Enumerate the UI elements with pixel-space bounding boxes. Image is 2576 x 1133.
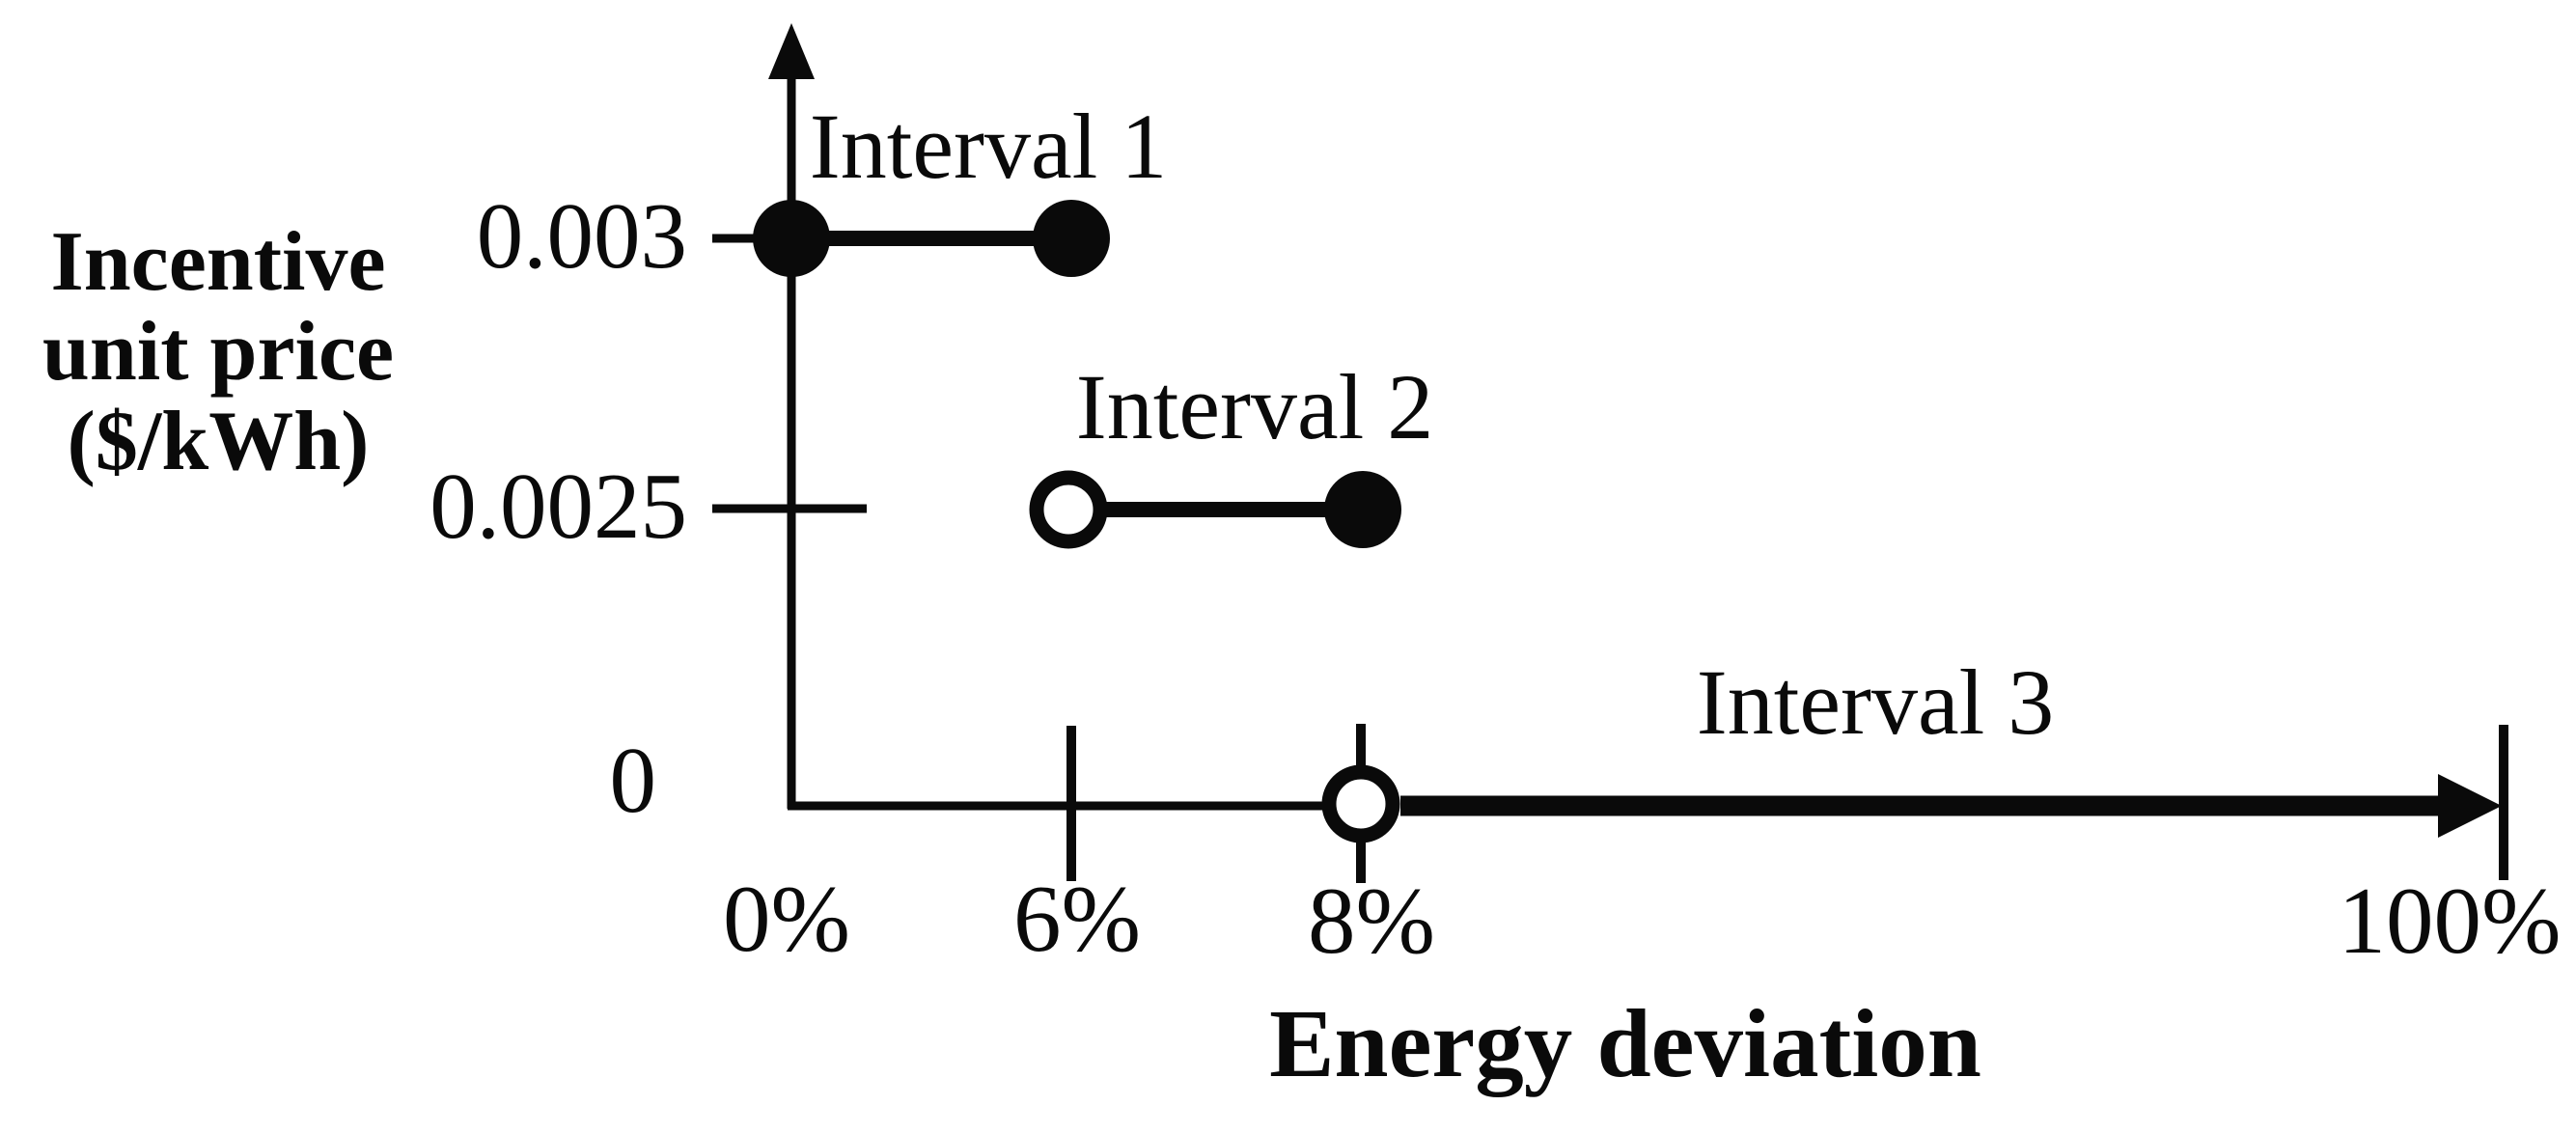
y-tick-label-0: 0	[609, 729, 657, 832]
x-tick-label-0pct: 0%	[723, 867, 850, 972]
interval2-end-filled-circle-marker	[1324, 471, 1401, 548]
x-tick-label-8pct: 8%	[1308, 869, 1435, 974]
x-axis-title: Energy deviation	[1269, 989, 1981, 1097]
y-axis-arrowhead-icon	[768, 23, 815, 79]
interval3-label: Interval 3	[1696, 650, 2055, 754]
interval3-arrowhead-icon	[2438, 774, 2502, 838]
x-tick-label-100pct: 100%	[2338, 869, 2562, 974]
y-tick-label-00025: 0.0025	[429, 455, 687, 558]
y-axis-title-line3: ($/kWh)	[67, 395, 370, 488]
interval2-open-circle-marker	[1029, 470, 1108, 549]
interval1-label: Interval 1	[809, 95, 1168, 198]
y-axis-title-line1: Incentive	[50, 215, 386, 309]
y-axis-title: Incentive unit price ($/kWh)	[29, 217, 407, 486]
x-tick-label-6pct: 6%	[1013, 867, 1141, 972]
y-axis-title-line2: unit price	[42, 305, 395, 399]
y-tick-label-0003: 0.003	[476, 184, 687, 288]
interval2-label: Interval 2	[1075, 355, 1434, 458]
interval1-start-filled-circle-marker	[753, 200, 830, 277]
interval1-end-filled-circle-marker	[1033, 200, 1110, 277]
interval3-open-circle-marker	[1321, 764, 1400, 843]
